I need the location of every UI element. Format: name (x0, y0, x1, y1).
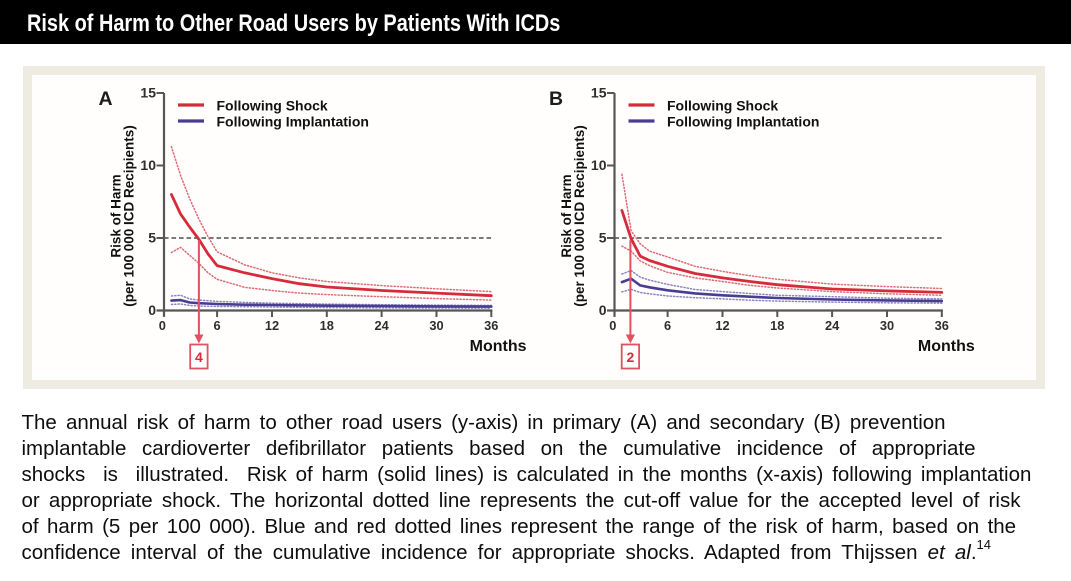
svg-text:A: A (99, 88, 113, 110)
svg-text:0: 0 (609, 318, 616, 333)
svg-text:12: 12 (715, 318, 729, 333)
svg-text:0: 0 (159, 318, 166, 333)
svg-text:Following Implantation: Following Implantation (217, 114, 369, 130)
svg-text:6: 6 (664, 318, 671, 333)
svg-text:Following Shock: Following Shock (667, 98, 778, 114)
svg-text:Following Implantation: Following Implantation (667, 114, 819, 130)
svg-text:6: 6 (214, 318, 221, 333)
svg-text:15: 15 (140, 85, 156, 101)
svg-text:24: 24 (374, 318, 389, 333)
svg-text:Months: Months (918, 338, 975, 355)
svg-text:(per 100 000 ICD Recipients): (per 100 000 ICD Recipients) (122, 125, 137, 307)
svg-text:2: 2 (627, 349, 635, 365)
svg-text:30: 30 (880, 318, 894, 333)
svg-text:24: 24 (825, 318, 840, 333)
svg-text:Risk of Harm: Risk of Harm (109, 174, 124, 257)
svg-text:5: 5 (599, 230, 607, 246)
svg-text:0: 0 (148, 302, 156, 318)
svg-text:(per 100 000 ICD Recipients): (per 100 000 ICD Recipients) (572, 125, 587, 307)
svg-text:4: 4 (195, 349, 203, 365)
svg-text:36: 36 (935, 318, 949, 333)
svg-text:18: 18 (770, 318, 784, 333)
svg-text:18: 18 (320, 318, 334, 333)
svg-text:10: 10 (140, 157, 156, 173)
svg-text:30: 30 (429, 318, 443, 333)
svg-text:Risk of Harm: Risk of Harm (559, 174, 574, 257)
svg-text:Months: Months (470, 338, 527, 355)
svg-text:5: 5 (148, 230, 156, 246)
svg-text:36: 36 (484, 318, 498, 333)
svg-text:15: 15 (591, 85, 607, 101)
svg-text:12: 12 (265, 318, 279, 333)
svg-text:Following Shock: Following Shock (217, 98, 328, 114)
svg-text:10: 10 (591, 157, 607, 173)
svg-text:B: B (549, 88, 563, 110)
svg-text:0: 0 (599, 302, 607, 318)
